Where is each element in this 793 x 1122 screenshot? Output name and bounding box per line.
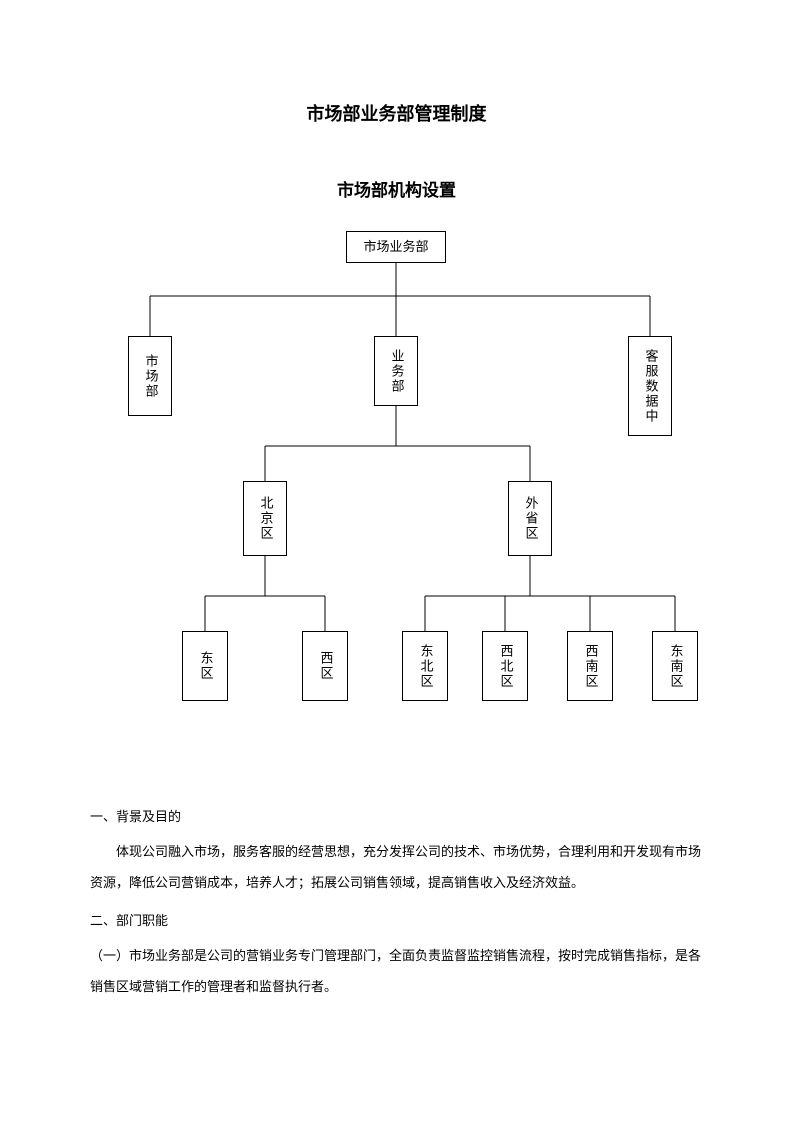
org-chart: 市场业务部 市场部 业务部 客服数据中 北京区 外省区 东区 西区 东北区 西北… — [90, 231, 703, 771]
org-l4-bj-a: 东区 — [182, 631, 228, 701]
section-2-body: （一）市场业务部是公司的营销业务专门管理部门，全面负责监督监控销售流程，按时完成… — [90, 940, 703, 1002]
org-l4-ws-a-label: 东北区 — [417, 644, 434, 689]
org-l2-right: 客服数据中 — [628, 336, 672, 436]
org-root: 市场业务部 — [346, 231, 446, 263]
org-l4-ws-a: 东北区 — [402, 631, 448, 701]
section-1-heading: 一、背景及目的 — [90, 801, 703, 832]
org-l4-ws-b-label: 西北区 — [497, 644, 514, 689]
org-l2-center: 业务部 — [374, 336, 418, 406]
org-l4-ws-c: 西南区 — [567, 631, 613, 701]
org-l3-right: 外省区 — [508, 481, 552, 556]
org-l3-left: 北京区 — [243, 481, 287, 556]
org-l4-bj-b: 西区 — [302, 631, 348, 701]
org-l2-left: 市场部 — [128, 336, 172, 416]
org-l4-ws-d: 东南区 — [652, 631, 698, 701]
document-body: 一、背景及目的 体现公司融入市场，服务客服的经营思想，充分发挥公司的技术、市场优… — [90, 801, 703, 1002]
org-l2-center-label: 业务部 — [388, 349, 405, 394]
org-l3-right-label: 外省区 — [522, 496, 539, 541]
org-l4-ws-d-label: 东南区 — [667, 644, 684, 689]
section-2-heading: 二、部门职能 — [90, 905, 703, 936]
org-l4-ws-c-label: 西南区 — [582, 644, 599, 689]
org-l2-left-label: 市场部 — [142, 354, 159, 399]
org-l4-bj-a-label: 东区 — [197, 651, 214, 681]
org-l4-bj-b-label: 西区 — [317, 651, 334, 681]
org-l4-ws-b: 西北区 — [482, 631, 528, 701]
page-subtitle: 市场部机构设置 — [90, 176, 703, 201]
org-l2-right-label: 客服数据中 — [642, 349, 659, 424]
page-title: 市场部业务部管理制度 — [90, 100, 703, 126]
section-1-body: 体现公司融入市场，服务客服的经营思想，充分发挥公司的技术、市场优势，合理利用和开… — [90, 836, 703, 898]
org-l3-left-label: 北京区 — [257, 496, 274, 541]
